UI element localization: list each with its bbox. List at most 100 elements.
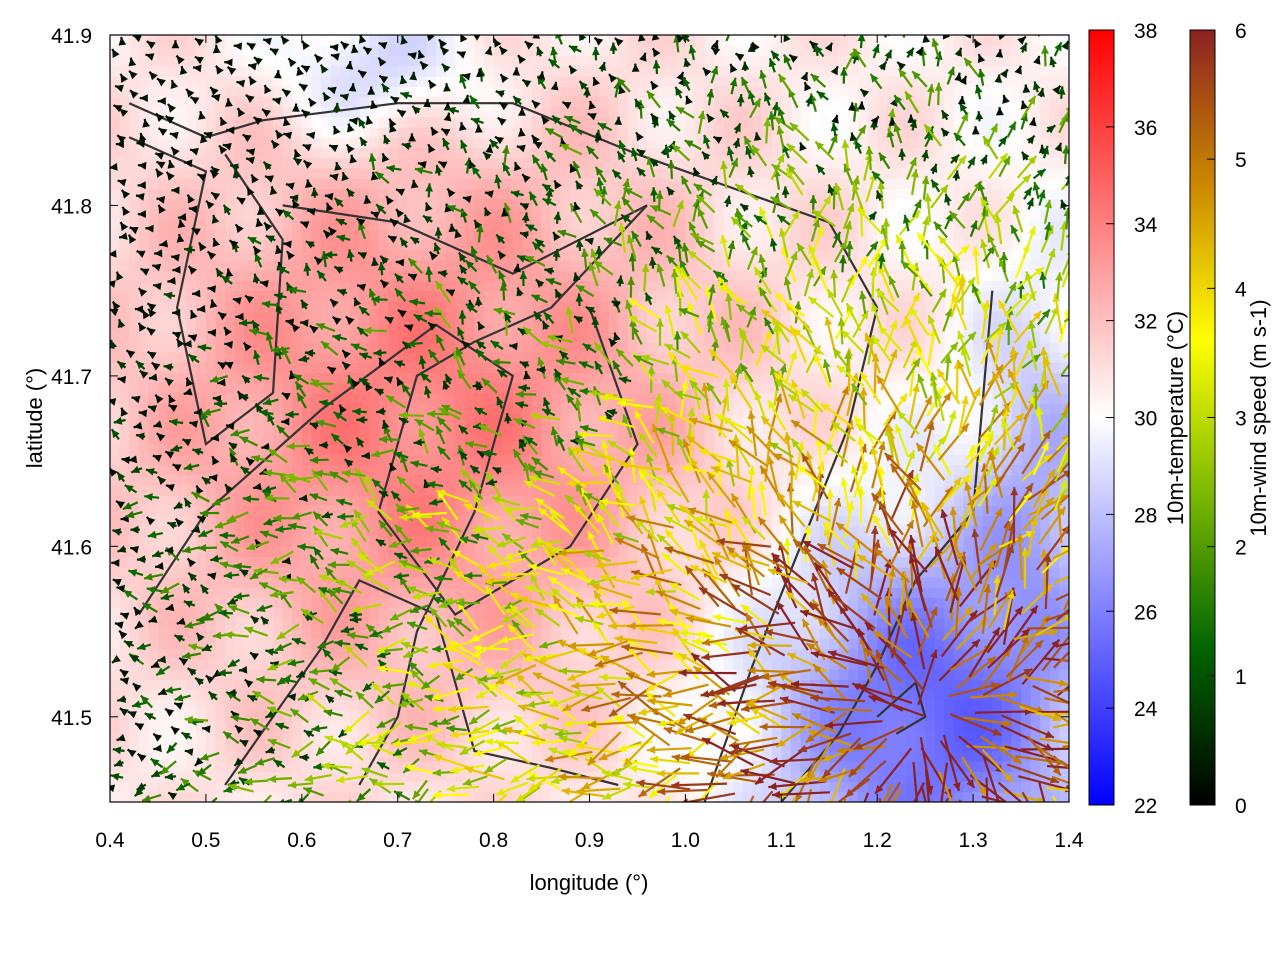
heatmap-cell <box>560 178 571 189</box>
heatmap-cell <box>551 167 562 179</box>
heatmap-cell <box>589 658 600 670</box>
heatmap-cell <box>292 423 303 435</box>
heatmap-cell <box>244 382 255 394</box>
heatmap-cell <box>618 791 629 802</box>
heatmap-cell <box>215 239 226 251</box>
heatmap-cell <box>733 311 744 322</box>
heatmap-cell <box>330 116 341 128</box>
heatmap-cell <box>138 167 149 179</box>
heatmap-cell <box>167 536 178 547</box>
heatmap-cell <box>695 198 706 210</box>
heatmap-cell <box>368 505 380 517</box>
heatmap-cell <box>445 260 456 271</box>
heatmap-cell <box>512 403 523 414</box>
heatmap-cell <box>647 137 658 149</box>
heatmap-cell <box>464 566 475 578</box>
heatmap-cell <box>330 260 341 271</box>
heatmap-cell <box>397 55 408 67</box>
heatmap-cell <box>647 45 658 56</box>
heatmap-cell <box>253 556 265 568</box>
heatmap-cell <box>129 321 140 333</box>
heatmap-cell <box>627 679 639 691</box>
heatmap-cell <box>388 157 399 169</box>
heatmap-cell <box>368 331 380 343</box>
heatmap-cell <box>273 239 284 251</box>
heatmap-cell <box>273 577 284 588</box>
heatmap-cell <box>177 474 188 486</box>
heatmap-cell <box>503 65 514 77</box>
heatmap-cell <box>579 157 591 169</box>
heatmap-cell <box>579 638 591 650</box>
heatmap-cell <box>532 740 543 752</box>
heatmap-cell <box>196 45 207 56</box>
heatmap-cell <box>608 781 619 793</box>
heatmap-cell <box>455 290 466 302</box>
heatmap-cell <box>330 720 341 731</box>
heatmap-cell <box>253 750 265 762</box>
heatmap-cell <box>560 106 571 118</box>
heatmap-cell <box>656 280 667 292</box>
heatmap-cell <box>311 485 322 496</box>
heatmap-cell <box>464 45 475 56</box>
heatmap-cell <box>436 617 447 629</box>
heatmap-cell <box>349 35 360 46</box>
heatmap-cell <box>282 137 293 149</box>
heatmap-cell <box>158 311 169 322</box>
heatmap-cell <box>733 658 744 670</box>
heatmap-cell <box>253 362 265 374</box>
heatmap-cell <box>196 648 207 660</box>
heatmap-cell <box>388 372 399 384</box>
heatmap-cell <box>186 607 197 619</box>
heatmap-cell <box>695 321 706 333</box>
heatmap-cell <box>349 658 360 670</box>
heatmap-cell <box>311 464 322 476</box>
heatmap-cell <box>493 761 504 772</box>
heatmap-cell <box>560 239 571 251</box>
heatmap-cell <box>388 648 399 660</box>
heatmap-cell <box>541 617 552 629</box>
heatmap-cell <box>205 167 217 179</box>
heatmap-cell <box>455 65 466 77</box>
heatmap-cell <box>397 628 408 639</box>
heatmap-cell <box>321 750 332 762</box>
heatmap-cell <box>359 331 370 343</box>
heatmap-cell <box>148 505 159 517</box>
heatmap-cell <box>484 147 495 159</box>
heatmap-cell <box>579 464 591 476</box>
heatmap-cell <box>512 485 523 496</box>
heatmap-cell <box>637 485 648 496</box>
heatmap-cell <box>368 781 380 793</box>
heatmap-cell <box>522 270 533 281</box>
heatmap-cell <box>455 761 466 772</box>
heatmap-cell <box>416 116 428 128</box>
heatmap-cell <box>205 648 217 660</box>
heatmap-cell <box>186 137 197 149</box>
heatmap-cell <box>311 577 322 588</box>
heatmap-cell <box>695 147 706 159</box>
heatmap-cell <box>301 464 312 476</box>
heatmap-cell <box>685 260 696 271</box>
heatmap-cell <box>627 372 639 384</box>
heatmap-cell <box>378 546 389 558</box>
heatmap-cell <box>608 352 619 363</box>
heatmap-cell <box>675 45 686 56</box>
heatmap-cell <box>349 147 360 159</box>
heatmap-cell <box>704 577 715 588</box>
heatmap-cell <box>273 219 284 230</box>
heatmap-cell <box>397 157 408 169</box>
heatmap-cell <box>723 791 734 802</box>
heatmap-cell <box>368 392 380 404</box>
heatmap-cell <box>253 515 265 527</box>
heatmap-cell <box>455 607 466 619</box>
heatmap-cell <box>311 178 322 189</box>
heatmap-cell <box>378 423 389 435</box>
heatmap-cell <box>138 106 149 118</box>
heatmap-cell <box>685 127 696 138</box>
heatmap-cell <box>301 413 312 425</box>
heatmap-cell <box>167 577 178 588</box>
heatmap-cell <box>167 730 178 742</box>
heatmap-cell <box>445 352 456 363</box>
heatmap-cell <box>608 35 619 46</box>
heatmap-cell <box>656 658 667 670</box>
